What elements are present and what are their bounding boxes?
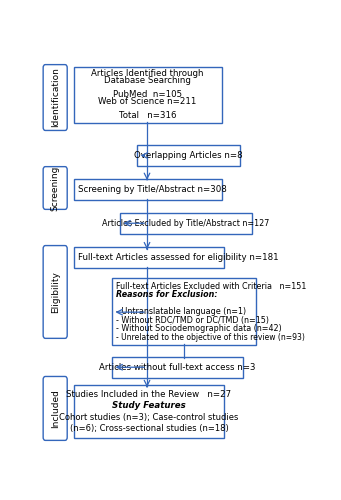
- FancyBboxPatch shape: [74, 179, 222, 200]
- Text: Cohort studies (n=3); Case-control studies: Cohort studies (n=3); Case-control studi…: [59, 412, 239, 422]
- Text: - Without RDC/TMD or DC/TMD (n=15): - Without RDC/TMD or DC/TMD (n=15): [116, 316, 269, 325]
- Text: Web of Science n=211: Web of Science n=211: [99, 97, 197, 106]
- FancyBboxPatch shape: [43, 246, 67, 338]
- Text: Screening: Screening: [51, 166, 60, 210]
- Text: Total   n=316: Total n=316: [119, 111, 176, 120]
- Text: Articles Excluded by Title/Abstract n=127: Articles Excluded by Title/Abstract n=12…: [102, 218, 270, 228]
- Text: - Untranslatable language (n=1): - Untranslatable language (n=1): [116, 308, 246, 316]
- Text: Studies Included in the Review   n=27: Studies Included in the Review n=27: [66, 390, 232, 400]
- Text: Full-text Articles assessed for eligibility n=181: Full-text Articles assessed for eligibil…: [77, 254, 278, 262]
- FancyBboxPatch shape: [74, 248, 224, 268]
- FancyBboxPatch shape: [112, 357, 243, 378]
- FancyBboxPatch shape: [112, 278, 256, 345]
- Text: Reasons for Exclusion:: Reasons for Exclusion:: [116, 290, 218, 300]
- Text: Database Searching: Database Searching: [104, 76, 191, 86]
- Text: - Without Sociodemographic data (n=42): - Without Sociodemographic data (n=42): [116, 324, 282, 333]
- FancyBboxPatch shape: [74, 386, 224, 438]
- FancyBboxPatch shape: [120, 213, 252, 234]
- Text: Identification: Identification: [51, 68, 60, 128]
- Text: Included: Included: [51, 389, 60, 428]
- FancyBboxPatch shape: [43, 64, 67, 130]
- Text: PubMed  n=105: PubMed n=105: [113, 90, 182, 99]
- Text: Eligibility: Eligibility: [51, 271, 60, 313]
- Text: Full-text Articles Excluded with Criteria   n=151: Full-text Articles Excluded with Criteri…: [116, 282, 306, 291]
- Text: Overlapping Articles n=8: Overlapping Articles n=8: [134, 151, 243, 160]
- FancyBboxPatch shape: [137, 145, 240, 166]
- Text: Articles without full-text access n=3: Articles without full-text access n=3: [99, 362, 256, 372]
- FancyBboxPatch shape: [43, 166, 67, 210]
- Text: Study Features: Study Features: [112, 402, 186, 410]
- Text: - Unrelated to the objective of this review (n=93): - Unrelated to the objective of this rev…: [116, 332, 305, 342]
- Text: Articles Identified through: Articles Identified through: [91, 70, 204, 78]
- Text: (n=6); Cross-sectional studies (n=18): (n=6); Cross-sectional studies (n=18): [70, 424, 228, 433]
- FancyBboxPatch shape: [43, 376, 67, 440]
- Text: Screening by Title/Abstract n=308: Screening by Title/Abstract n=308: [77, 185, 226, 194]
- FancyBboxPatch shape: [74, 66, 222, 123]
